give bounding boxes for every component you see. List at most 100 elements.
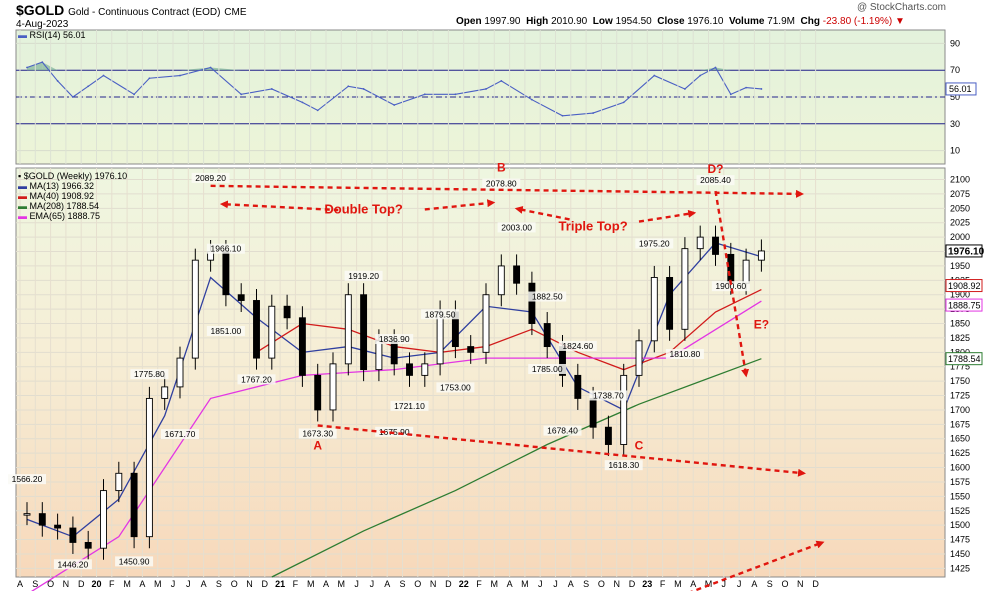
bar-body-26 (421, 363, 429, 376)
rsi-point-16 (393, 104, 396, 106)
rsi-point-13 (316, 109, 319, 112)
rsi-overbought-segment-9 (210, 67, 242, 71)
x-tick-label-48: A (751, 579, 757, 589)
bar-body-10 (176, 357, 184, 388)
bar-body-42 (666, 277, 674, 330)
price-label-9: 1673.30 (302, 428, 333, 438)
x-tick-label-51: N (797, 579, 804, 589)
rsi-point-23 (592, 112, 594, 114)
x-tick-label-18: F (293, 579, 299, 589)
x-tick-label-52: D (812, 579, 819, 589)
double-top-arrow-left (219, 200, 339, 212)
x-tick-label-34: J (538, 579, 543, 589)
rsi-legend-label: RSI(14) 56.01 (29, 30, 86, 40)
bar-body-25 (406, 363, 413, 376)
rsi-point-5 (102, 74, 105, 77)
bar-body-17 (283, 305, 291, 319)
right-value-tag-3 (945, 352, 983, 366)
volume-value: 71.9M (767, 16, 795, 27)
rsi-point-22 (561, 114, 564, 117)
x-tick-label-0: A (17, 579, 23, 589)
rsi-point-19 (485, 88, 487, 90)
low-label: Low (592, 16, 613, 27)
rsi-legend: ▬ RSI(14) 56.01 (18, 30, 86, 40)
price-label-box-8 (237, 374, 276, 385)
rsi-point-14 (347, 85, 350, 88)
price-tick-label-1: 2075 (950, 189, 970, 199)
x-tick-label-17: 21 (275, 579, 285, 589)
bar-body-19 (314, 374, 322, 411)
price-label-22: 1738.70 (593, 390, 624, 400)
x-tick-label-3: N (63, 579, 70, 589)
price-tick-label-16: 1700 (950, 405, 970, 415)
price-bars (23, 225, 765, 560)
trend-line-1 (317, 424, 806, 477)
price-tick-label-2: 2050 (950, 203, 970, 213)
bar-body-39 (620, 374, 628, 445)
price-label-box-15 (436, 382, 475, 393)
rsi-tick-label-1: 70 (950, 65, 960, 75)
x-tick-label-25: S (399, 579, 405, 589)
low-value: 1954.50 (615, 16, 652, 27)
rsi-point-12 (301, 101, 304, 104)
rsi-point-4 (87, 85, 90, 88)
x-tick-label-41: 23 (642, 579, 652, 589)
price-tick-label-3: 2025 (950, 218, 970, 228)
price-label-0: 1566.20 (12, 474, 43, 484)
right-value-label-0: 1976.10 (948, 246, 985, 257)
price-label-box-1 (53, 559, 92, 570)
annotation-2: A (313, 439, 322, 453)
bar-body-21 (344, 294, 352, 365)
price-tick-label-20: 1600 (950, 463, 970, 473)
right-value-label-2: 1888.75 (948, 301, 981, 311)
price-label-1: 1446.20 (58, 559, 89, 569)
price-label-box-9 (298, 428, 337, 439)
price-label-box-26 (696, 175, 735, 186)
x-tick-label-9: M (154, 579, 162, 589)
high-label: High (526, 16, 549, 27)
ema65-legend-label: EMA(65) 1888.75 (29, 211, 101, 221)
rsi-point-27 (699, 74, 702, 77)
price-label-3: 1775.80 (134, 369, 165, 379)
price-label-16: 2078.80 (486, 179, 517, 189)
x-axis: A S O N D 20 F M A M J J A S O N D 21 F M A M J J A S O N D 22 F M A M J J A… (17, 579, 819, 589)
price-label-box-11 (375, 334, 414, 345)
price-label-box-4 (161, 429, 199, 440)
ema65-legend: ▬ EMA(65) 1888.75 (18, 211, 127, 221)
rsi-y-axis: 90 70 50 30 10 56.01 (945, 38, 977, 156)
bar-body-46 (727, 253, 735, 284)
price-legend-title: ▪ $GOLD (Weekly) 1976.10 (18, 171, 127, 181)
price-label-box-24 (635, 238, 674, 249)
bar-body-45 (712, 236, 719, 255)
price-label-box-22 (589, 390, 628, 401)
bar-body-27 (436, 311, 444, 365)
right-value-tag-2 (945, 298, 983, 312)
price-label-15: 1753.00 (440, 382, 471, 392)
right-value-tag-1 (945, 279, 983, 293)
price-tick-label-11: 1825 (950, 333, 970, 343)
rsi-overbought-segment-0 (27, 62, 43, 71)
price-tick-label-13: 1775 (950, 362, 970, 372)
price-tick-label-8: 1900 (950, 290, 970, 300)
rsi-point-18 (454, 93, 457, 96)
bar-body-20 (329, 363, 337, 411)
x-tick-label-42: F (660, 579, 666, 589)
price-tick-label-6: 1950 (950, 261, 970, 271)
ma40-swatch: ▬ (18, 191, 27, 201)
price-label-11: 1836.90 (379, 334, 410, 344)
bar-body-23 (375, 340, 383, 371)
rsi-point-0 (26, 66, 28, 69)
x-tick-label-22: J (354, 579, 359, 589)
price-label-8: 1767.20 (241, 374, 272, 384)
contract-description: Gold - Continuous Contract (EOD) (68, 7, 221, 18)
rsi-point-7 (148, 77, 151, 80)
bar-body-0 (23, 513, 31, 516)
right-value-label-3: 1788.54 (948, 354, 981, 364)
bar-body-37 (589, 397, 597, 428)
bar-body-14 (237, 294, 245, 301)
x-tick-label-47: J (737, 579, 742, 589)
x-tick-label-50: O (781, 579, 788, 589)
x-tick-label-13: S (216, 579, 222, 589)
x-tick-label-5: 20 (91, 579, 101, 589)
bar-body-4 (84, 541, 92, 549)
